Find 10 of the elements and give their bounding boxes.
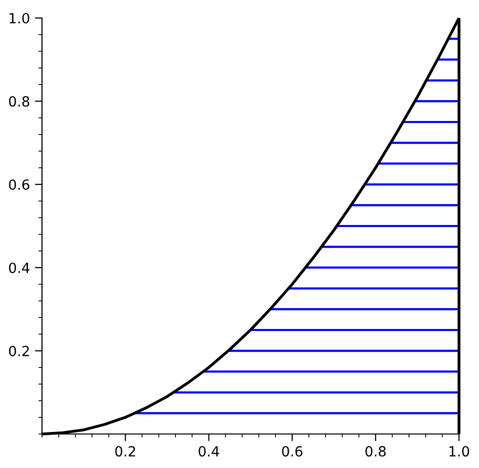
- x-tick-label: 0.2: [115, 446, 136, 457]
- y-tick-label: 1.0: [10, 12, 30, 24]
- x-tick-label: 0.8: [365, 446, 386, 457]
- x-tick-label: 0.4: [198, 446, 220, 457]
- y-tick-label: 0.4: [9, 262, 30, 274]
- y-tick-label: 0.6: [9, 179, 30, 190]
- y-tick-label: 0.8: [9, 96, 30, 107]
- x-tick-label: 0.6: [282, 446, 302, 457]
- x-tick-label: 1.0: [449, 446, 470, 457]
- y-tick-label: 0.2: [9, 346, 29, 356]
